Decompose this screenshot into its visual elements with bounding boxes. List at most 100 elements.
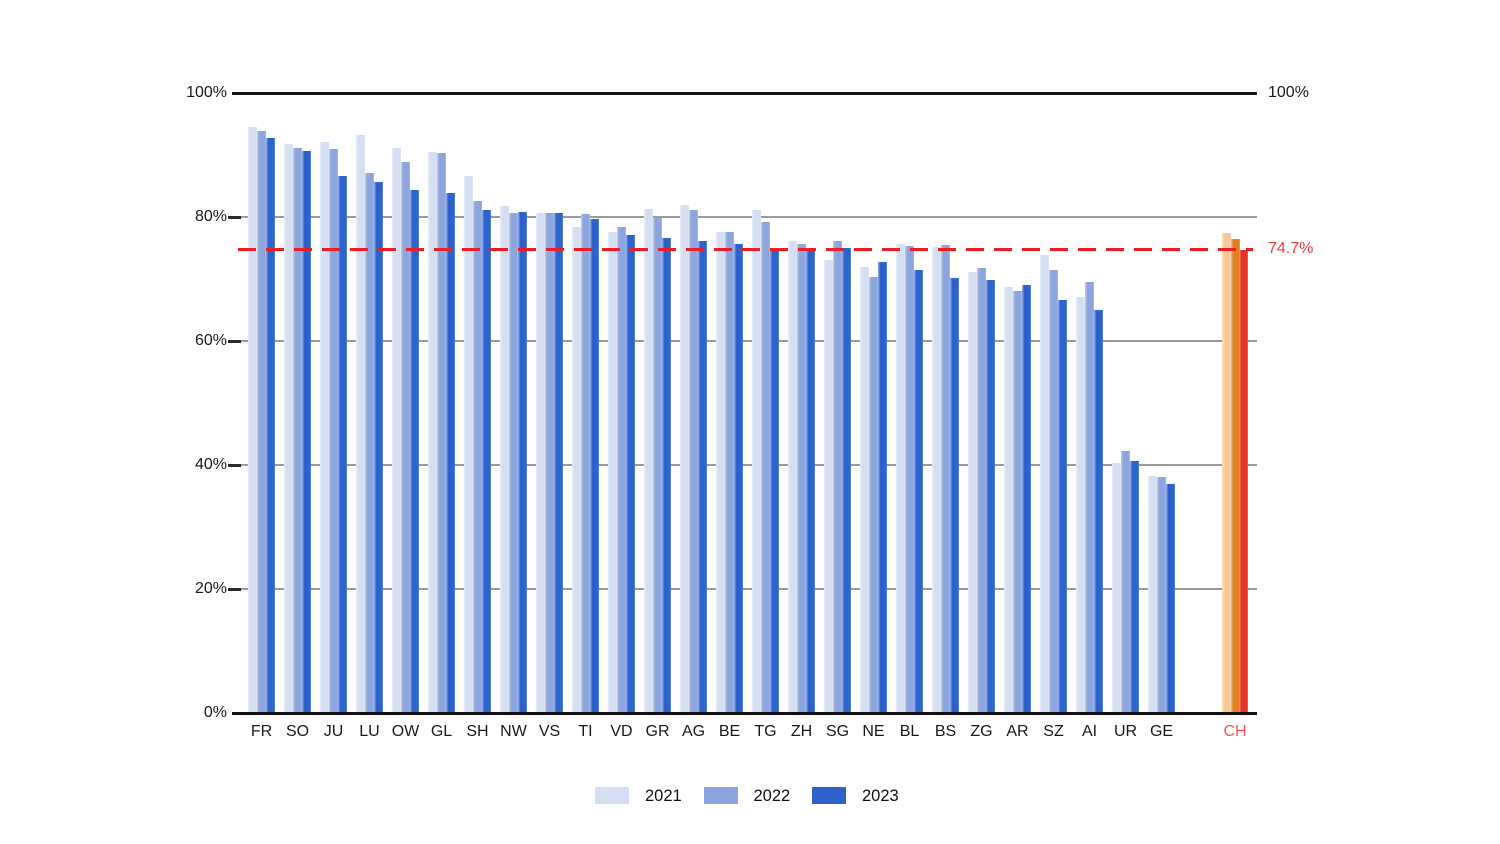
bar-ZG-2021 — [968, 272, 978, 713]
bar-LU-2021 — [356, 135, 366, 713]
x-axis-label-AG: AG — [681, 723, 706, 740]
bar-TI-2022 — [581, 213, 591, 713]
x-axis-label-ZG: ZG — [970, 723, 993, 740]
x-axis-label-SG: SG — [825, 723, 850, 740]
bar-TG-2022 — [761, 221, 771, 713]
bar-JU-2022 — [329, 149, 339, 713]
bar-AI-2023 — [1093, 310, 1103, 713]
bar-GR-2022 — [653, 218, 663, 713]
bar-GR-2023 — [661, 238, 671, 713]
gridline-80 — [232, 216, 1257, 218]
bar-AI-2021 — [1076, 296, 1086, 713]
bar-SO-2021 — [284, 144, 294, 713]
axis-line-top — [232, 91, 1257, 95]
bar-GL-2021 — [428, 151, 438, 713]
bar-SH-2022 — [473, 200, 483, 713]
x-axis-label-NW: NW — [500, 723, 527, 740]
x-axis-label-OW: OW — [391, 723, 420, 740]
x-axis-label-VD: VD — [610, 723, 633, 740]
x-axis-label-BL: BL — [899, 723, 920, 740]
x-axis-label-GL: GL — [430, 723, 453, 740]
bar-NW-2023 — [517, 212, 527, 713]
x-axis-label-BS: BS — [934, 723, 957, 740]
gridline-60 — [232, 340, 1257, 342]
x-axis-label-JU: JU — [323, 723, 344, 740]
bar-BE-2022 — [725, 231, 735, 713]
x-axis-label-NE: NE — [862, 723, 885, 740]
x-axis-label-FR: FR — [250, 723, 273, 740]
bar-SZ-2022 — [1049, 269, 1059, 713]
bar-TI-2023 — [589, 218, 599, 713]
x-axis-label-AR: AR — [1006, 723, 1029, 740]
bar-NE-2023 — [877, 262, 887, 713]
bar-BS-2022 — [941, 244, 951, 713]
bar-SO-2023 — [301, 150, 311, 713]
bar-SH-2021 — [464, 176, 474, 713]
gridline-tick-20 — [228, 587, 241, 591]
y-axis-label-60: 60% — [194, 332, 227, 349]
gridline-tick-60 — [228, 339, 241, 343]
legend-swatch-2023 — [812, 787, 846, 804]
bar-BL-2022 — [905, 246, 915, 713]
bar-AG-2023 — [697, 241, 707, 713]
bar-SZ-2023 — [1057, 300, 1067, 713]
bar-GE-2023 — [1165, 483, 1175, 713]
bar-VS-2022 — [545, 212, 555, 713]
right-axis-top-label: 100% — [1268, 84, 1309, 101]
y-axis-label-100: 100% — [186, 84, 227, 101]
gridline-tick-80 — [228, 215, 241, 219]
bar-SG-2022 — [833, 241, 843, 713]
axis-line-bottom — [232, 711, 1257, 715]
bar-GL-2023 — [445, 193, 455, 713]
x-axis-label-GE: GE — [1149, 723, 1174, 740]
bar-UR-2022 — [1121, 451, 1131, 713]
bar-BE-2023 — [733, 244, 743, 713]
bar-AR-2022 — [1013, 291, 1023, 713]
y-axis-label-40: 40% — [194, 456, 227, 473]
bar-JU-2021 — [320, 141, 330, 713]
bar-OW-2023 — [409, 190, 419, 713]
gridline-40 — [232, 464, 1257, 466]
x-axis-label-CH: CH — [1223, 723, 1247, 740]
bar-FR-2023 — [265, 137, 275, 713]
bar-ZG-2023 — [985, 280, 995, 713]
bar-SZ-2021 — [1040, 255, 1050, 713]
bar-CH-2021 — [1221, 233, 1231, 713]
x-axis-label-SH: SH — [466, 723, 489, 740]
bar-UR-2023 — [1129, 460, 1139, 713]
bar-NE-2021 — [860, 267, 870, 713]
bar-TG-2021 — [752, 209, 762, 713]
bar-BE-2021 — [716, 231, 726, 713]
x-axis-label-BE: BE — [718, 723, 741, 740]
bar-JU-2023 — [337, 176, 347, 713]
legend-swatch-2021 — [595, 787, 629, 804]
bar-NE-2022 — [869, 276, 879, 713]
bar-BL-2023 — [913, 270, 923, 713]
legend-label-2023: 2023 — [862, 787, 899, 805]
bar-SH-2023 — [481, 209, 491, 713]
bar-CH-2023 — [1239, 249, 1249, 713]
bar-GL-2022 — [437, 152, 447, 713]
x-axis-label-AI: AI — [1081, 723, 1098, 740]
reference-line-value-label: 74.7% — [1268, 240, 1314, 257]
bar-VD-2021 — [608, 231, 618, 713]
bar-GE-2022 — [1157, 476, 1167, 713]
bar-SG-2023 — [841, 248, 851, 713]
x-axis-label-GR: GR — [645, 723, 670, 740]
bar-FR-2022 — [257, 130, 267, 713]
bar-SO-2022 — [293, 148, 303, 713]
gridline-tick-40 — [228, 463, 241, 467]
bar-ZH-2023 — [805, 249, 815, 713]
reference-line — [238, 248, 1253, 252]
bar-VS-2021 — [536, 213, 546, 713]
bar-AG-2022 — [689, 210, 699, 713]
bar-OW-2022 — [401, 162, 411, 713]
bar-VS-2023 — [553, 213, 563, 713]
bar-VD-2022 — [617, 226, 627, 713]
bar-BL-2021 — [896, 243, 906, 713]
legend-swatch-2022 — [703, 787, 738, 804]
x-axis-label-UR: UR — [1113, 723, 1138, 740]
bar-OW-2021 — [392, 147, 402, 713]
